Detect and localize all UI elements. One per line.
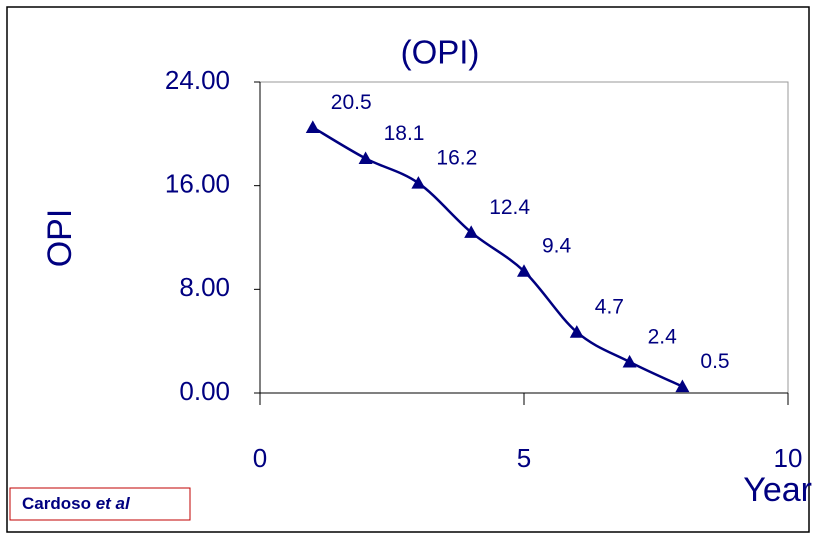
y-axis-label: OPI — [41, 209, 79, 268]
annotation-emphasis: et al — [96, 494, 131, 513]
data-label: 20.5 — [331, 91, 372, 114]
y-tick-label: 16.00 — [165, 169, 230, 199]
chart-title: (OPI) — [401, 34, 480, 71]
marker — [569, 325, 584, 338]
marker — [517, 264, 531, 277]
line — [312, 126, 683, 388]
x-tick-label: 0 — [253, 443, 267, 473]
data-label: 16.2 — [436, 147, 477, 170]
annotation: Cardoso et al — [22, 494, 131, 513]
data-label: 2.4 — [648, 325, 678, 348]
marker — [411, 176, 426, 189]
data-label: 4.7 — [595, 296, 624, 319]
data-label: 18.1 — [384, 122, 425, 145]
y-tick-label: 0.00 — [179, 376, 230, 406]
marker — [622, 354, 637, 368]
data-label: 9.4 — [542, 235, 572, 258]
marker — [464, 225, 479, 238]
annotation-box — [9, 487, 191, 521]
x-tick-label: 10 — [774, 443, 803, 473]
x-tick-label: 5 — [517, 443, 531, 473]
y-tick-label: 8.00 — [179, 272, 230, 302]
data-label: 12.4 — [489, 196, 530, 219]
marker — [305, 120, 320, 133]
annotation-text: Cardoso — [22, 494, 91, 513]
chart-frame — [6, 6, 810, 533]
marker — [675, 379, 690, 393]
data-label: 0.5 — [700, 350, 729, 373]
x-axis-label: Year — [743, 471, 812, 509]
marker — [358, 151, 373, 165]
y-tick-label: 24.00 — [165, 65, 230, 95]
